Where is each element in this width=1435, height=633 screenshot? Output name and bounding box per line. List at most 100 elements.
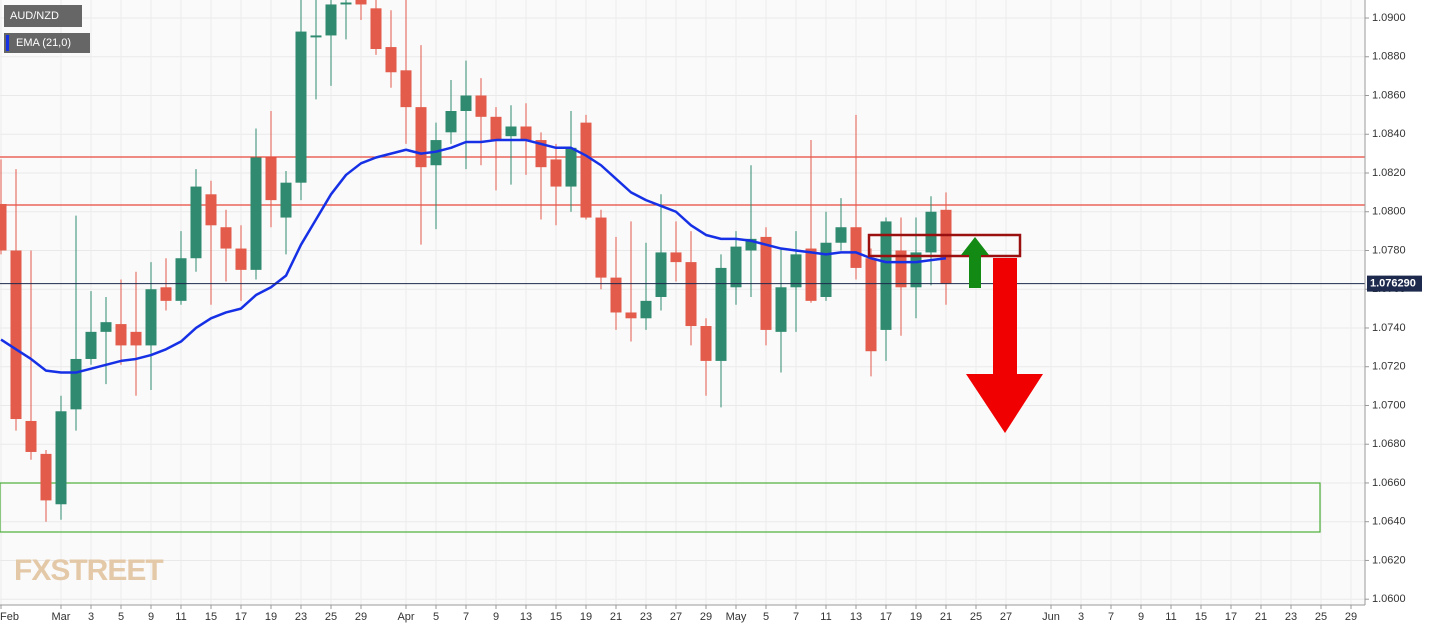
- x-tick-label: May: [726, 611, 747, 623]
- x-tick-label: 5: [433, 611, 439, 623]
- candle-body: [670, 252, 682, 263]
- candle-body: [415, 107, 427, 168]
- up-arrow: [961, 237, 989, 288]
- legend-box: [4, 33, 90, 53]
- candle-body: [610, 277, 622, 313]
- candle-body: [700, 326, 712, 361]
- candle-body: [805, 248, 817, 301]
- candle-body: [550, 159, 562, 187]
- candle-body: [10, 250, 22, 420]
- candle-body: [835, 227, 847, 243]
- candle-body: [865, 258, 877, 352]
- x-tick-label: Jun: [1042, 611, 1060, 623]
- x-tick-label: 19: [910, 611, 922, 623]
- x-tick-label: 17: [880, 611, 892, 623]
- x-tick-label: 23: [295, 611, 307, 623]
- y-tick-label: 1.0840: [1372, 128, 1406, 140]
- x-tick-label: 3: [88, 611, 94, 623]
- candle-body: [220, 227, 232, 249]
- candle-body: [940, 209, 952, 284]
- candle-body: [280, 182, 292, 218]
- candle-body: [775, 287, 787, 332]
- candle-body: [655, 252, 667, 297]
- candle-body: [520, 126, 532, 141]
- y-tick-label: 1.0600: [1372, 593, 1406, 605]
- x-tick-label: 9: [1138, 611, 1144, 623]
- x-tick-label: 13: [520, 611, 532, 623]
- candle-body: [535, 140, 547, 168]
- x-tick-label: 11: [820, 611, 831, 623]
- y-tick-label: 1.0740: [1372, 322, 1406, 334]
- x-tick-label: 27: [1000, 611, 1012, 623]
- candle-body: [475, 95, 487, 117]
- candle-body: [145, 289, 157, 346]
- x-tick-label: 21: [1255, 611, 1267, 623]
- x-tick-label: 15: [550, 611, 562, 623]
- x-tick-label: 23: [640, 611, 652, 623]
- candle-body: [325, 4, 337, 36]
- x-tick-label: 17: [235, 611, 247, 623]
- candle-body: [100, 322, 112, 332]
- y-tick-label: 1.0860: [1372, 89, 1406, 101]
- candle-body: [160, 287, 172, 301]
- x-tick-label: 29: [1345, 611, 1357, 623]
- down-arrow: [966, 258, 1043, 433]
- legend-box: [4, 5, 82, 27]
- x-tick-label: 21: [940, 611, 952, 623]
- y-tick-label: 1.0820: [1372, 167, 1406, 179]
- candle-body: [820, 242, 832, 297]
- candle-body: [355, 0, 367, 5]
- x-tick-label: 21: [610, 611, 622, 623]
- x-tick-label: 15: [1195, 611, 1207, 623]
- candle-body: [265, 157, 277, 201]
- candle-body: [595, 217, 607, 278]
- candle-body: [0, 203, 7, 251]
- candle-body: [625, 312, 637, 319]
- legend-swatch: [6, 35, 9, 51]
- candle-body: [175, 258, 187, 301]
- candle-body: [850, 227, 862, 268]
- candle-body: [895, 250, 907, 288]
- plot: [0, 0, 1365, 522]
- candle-body: [730, 246, 742, 288]
- candle-body: [340, 2, 352, 5]
- x-tick-label: 13: [850, 611, 862, 623]
- x-tick-label: Feb: [0, 611, 19, 623]
- legend-label: EMA (21,0): [16, 37, 71, 49]
- x-tick-label: 19: [265, 611, 277, 623]
- x-tick-label: 15: [205, 611, 217, 623]
- y-tick-label: 1.0900: [1372, 12, 1406, 24]
- candle-body: [910, 252, 922, 288]
- candle-body: [190, 186, 202, 259]
- x-tick-label: Mar: [52, 611, 71, 623]
- candle-body: [40, 453, 52, 501]
- x-tick-label: 7: [793, 611, 799, 623]
- y-tick-label: 1.0620: [1372, 554, 1406, 566]
- candle-body: [250, 157, 262, 270]
- candle-body: [295, 31, 307, 183]
- plot-background: [0, 0, 1365, 605]
- support-zone: [0, 482, 1321, 533]
- candle-body: [505, 126, 517, 137]
- x-tick-label: 19: [580, 611, 592, 623]
- candle-body: [580, 122, 592, 218]
- x-tick-label: 5: [118, 611, 124, 623]
- x-tick-label: 25: [1315, 611, 1327, 623]
- y-tick-label: 1.0660: [1372, 477, 1406, 489]
- watermark: FXSTREET: [14, 554, 163, 587]
- last-price-box: [1367, 275, 1422, 292]
- candle-body: [445, 111, 457, 133]
- candle-body: [790, 254, 802, 288]
- y-tick-label: 1.0640: [1372, 516, 1406, 528]
- x-tick-label: 17: [1225, 611, 1237, 623]
- x-tick-label: 11: [175, 611, 186, 623]
- candle-body: [460, 95, 472, 112]
- y-tick-label: 1.0680: [1372, 438, 1406, 450]
- x-tick-label: 23: [1285, 611, 1297, 623]
- x-tick-label: 27: [670, 611, 682, 623]
- grid: [0, 0, 1365, 605]
- x-tick-label: 29: [355, 611, 367, 623]
- candle-body: [370, 8, 382, 50]
- candle-body: [880, 221, 892, 330]
